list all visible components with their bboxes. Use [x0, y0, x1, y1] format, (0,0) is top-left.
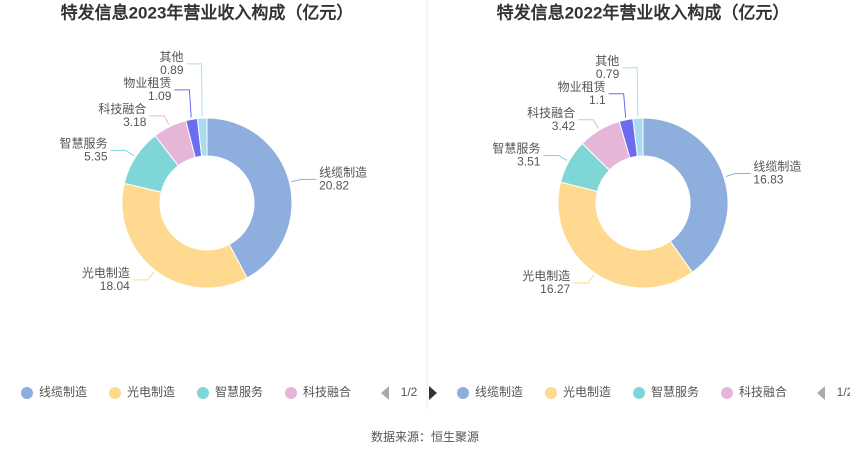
legend-label: 科技融合 [303, 384, 351, 399]
slice [121, 182, 248, 289]
slice-label: 光电制造 [522, 269, 570, 283]
leader-line [725, 172, 751, 177]
legend-label: 线缆制造 [39, 385, 87, 399]
legend-marker [633, 387, 645, 399]
source: 数据来源：恒生聚源 [371, 429, 479, 444]
slice [642, 117, 729, 273]
leader-line [578, 119, 599, 129]
legend-label: 科技融合 [739, 384, 787, 399]
legend-label: 光电制造 [127, 385, 175, 399]
slice-label: 科技融合 [98, 101, 146, 116]
leader-line [291, 178, 317, 183]
legend-prev[interactable] [817, 386, 825, 400]
legend-page: 1/2 [401, 385, 418, 399]
slice-label: 光电制造 [82, 266, 130, 280]
legend-label: 智慧服务 [215, 384, 263, 399]
value-label: 0.89 [160, 63, 184, 77]
slice [557, 181, 694, 289]
value-label: 16.83 [753, 173, 783, 187]
value-label: 1.1 [589, 93, 606, 107]
legend-next[interactable] [429, 386, 437, 400]
slice [196, 117, 208, 157]
legend-marker [285, 387, 297, 399]
slice [632, 117, 644, 157]
value-label: 1.09 [148, 89, 172, 103]
leader-line [573, 274, 595, 284]
leader-line [132, 271, 155, 281]
value-label: 20.82 [319, 179, 349, 193]
leader-line [186, 63, 203, 117]
legend-label: 线缆制造 [475, 385, 523, 399]
value-label: 3.42 [552, 119, 576, 133]
legend-marker [109, 387, 121, 399]
legend-page: 1/2 [837, 385, 850, 399]
legend-marker [197, 387, 209, 399]
legend-label: 光电制造 [563, 385, 611, 399]
leader-line [608, 93, 627, 118]
slice [206, 117, 293, 279]
slice-label: 智慧服务 [60, 136, 108, 151]
chart-title: 特发信息2023年营业收入构成（亿元） [61, 2, 354, 22]
slice-label: 其他 [159, 50, 183, 64]
legend-prev[interactable] [381, 386, 389, 400]
leader-line [174, 89, 192, 118]
slice-label: 线缆制造 [319, 166, 367, 180]
value-label: 3.18 [123, 115, 147, 129]
leader-line [543, 154, 568, 161]
leader-line [622, 67, 639, 117]
leader-line [149, 115, 170, 126]
slice-label: 物业租赁 [558, 80, 606, 94]
legend-marker [457, 387, 469, 399]
value-label: 5.35 [84, 150, 108, 164]
value-label: 0.79 [596, 67, 620, 81]
legend-marker [21, 387, 33, 399]
legend-label: 智慧服务 [651, 384, 699, 399]
slice-label: 科技融合 [527, 105, 575, 120]
value-label: 18.04 [100, 279, 130, 293]
value-label: 3.51 [517, 155, 541, 169]
slice-label: 线缆制造 [753, 160, 801, 174]
leader-line [110, 149, 135, 157]
slice-label: 物业租赁 [123, 76, 171, 90]
legend-marker [545, 387, 557, 399]
slice-label: 智慧服务 [492, 141, 540, 156]
slice-label: 其他 [595, 54, 619, 68]
chart-title: 特发信息2022年营业收入构成（亿元） [497, 2, 790, 22]
value-label: 16.27 [540, 282, 570, 296]
legend-marker [721, 387, 733, 399]
